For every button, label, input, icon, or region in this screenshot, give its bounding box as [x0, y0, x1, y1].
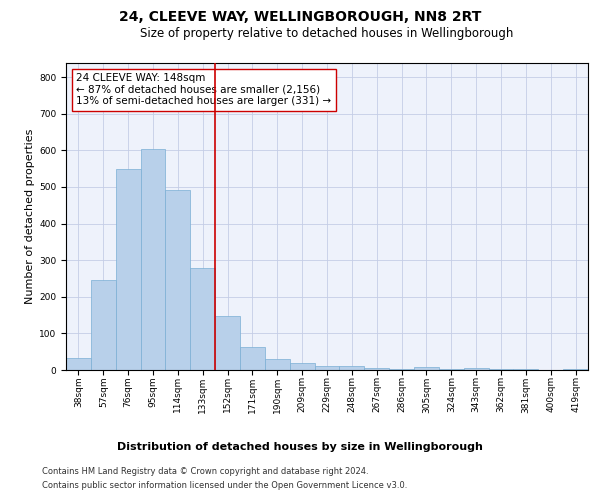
Bar [66, 358, 91, 370]
Bar [464, 368, 488, 370]
Bar [290, 364, 314, 370]
Bar [166, 190, 190, 370]
Bar [116, 169, 140, 370]
Bar [215, 316, 240, 370]
Bar [389, 368, 414, 370]
Text: 24, CLEEVE WAY, WELLINGBOROUGH, NN8 2RT: 24, CLEEVE WAY, WELLINGBOROUGH, NN8 2RT [119, 10, 481, 24]
Text: Contains public sector information licensed under the Open Government Licence v3: Contains public sector information licen… [42, 481, 407, 490]
Bar [439, 368, 464, 370]
Bar [514, 368, 538, 370]
Bar [240, 348, 265, 370]
Bar [364, 368, 389, 370]
Bar [265, 359, 290, 370]
Y-axis label: Number of detached properties: Number of detached properties [25, 128, 35, 304]
Bar [140, 150, 166, 370]
Text: 24 CLEEVE WAY: 148sqm
← 87% of detached houses are smaller (2,156)
13% of semi-d: 24 CLEEVE WAY: 148sqm ← 87% of detached … [76, 74, 332, 106]
Bar [314, 366, 340, 370]
Bar [414, 368, 439, 370]
Bar [340, 366, 364, 370]
Text: Contains HM Land Registry data © Crown copyright and database right 2024.: Contains HM Land Registry data © Crown c… [42, 468, 368, 476]
Bar [190, 268, 215, 370]
Bar [563, 368, 588, 370]
Title: Size of property relative to detached houses in Wellingborough: Size of property relative to detached ho… [140, 28, 514, 40]
Bar [91, 280, 116, 370]
Text: Distribution of detached houses by size in Wellingborough: Distribution of detached houses by size … [117, 442, 483, 452]
